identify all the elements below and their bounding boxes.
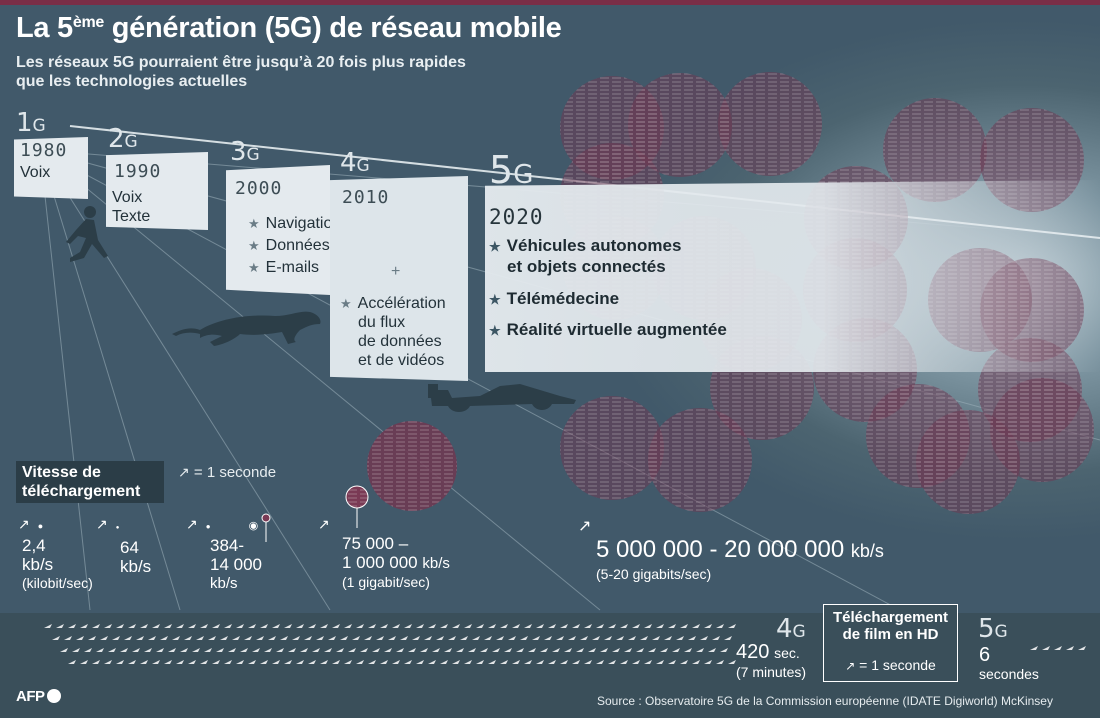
afp-logo: AFP (16, 688, 61, 705)
arrow-icon: ↗ (96, 516, 108, 532)
star-icon: ★ (489, 239, 501, 254)
hd-5g-label: 5G (978, 614, 1008, 644)
gen-4g-label: 4G (340, 148, 370, 178)
arrow-icon: ↗ (318, 516, 330, 532)
cheetah-icon (172, 311, 321, 346)
speed-legend-box: Vitesse de téléchargement (16, 461, 164, 503)
gen-4g-panel: 2010 + ★ Accélération du flux de données … (330, 176, 468, 381)
speed-5g: ↗ 5 000 000 - 20 000 000 kb/s (5-20 giga… (578, 518, 884, 582)
top-accent-bar (0, 0, 1100, 5)
gen-5g-label: 5G (489, 148, 534, 192)
star-icon: ★ (248, 260, 260, 275)
speed-1g: ↗ ● 2,4 kb/s (kilobit/sec) (18, 516, 93, 591)
race-car-icon (428, 384, 576, 412)
star-icon: ★ (489, 323, 501, 338)
gen-2g-label: 2G (108, 124, 138, 154)
star-icon: ★ (489, 292, 501, 307)
star-icon: ★ (248, 238, 260, 253)
speed-4g: ↗ 75 000 – 1 000 000 kb/s (1 gigabit/sec… (318, 516, 450, 590)
hd-legend-box: Téléchargement de film en HD ↗ = 1 secon… (823, 604, 958, 682)
gen-5g-panel: 2020 ★ Véhicules autonomes et objets conn… (485, 180, 1100, 372)
star-icon: ★ (340, 296, 352, 311)
speed-2g: ↗ ● 64 kb/s (96, 516, 152, 576)
arrow-icon: ↗ (186, 516, 198, 532)
star-icon: ★ (248, 216, 260, 231)
hd-4g-label: 4G (776, 614, 806, 644)
gen-3g-label: 3G (230, 137, 260, 167)
speed-legend-note: ↗ = 1 seconde (178, 464, 277, 481)
gen-3g-panel: 2000 (226, 165, 330, 295)
gen-1g-panel: 1980 Voix (14, 137, 88, 199)
source-credit: Source : Observatoire 5G de la Commissio… (597, 694, 1053, 708)
arrow-icon: ↗ (178, 464, 190, 480)
arrow-icon: ↗ (18, 516, 30, 532)
page-title: La 5ème génération (5G) de réseau mobile (16, 12, 562, 44)
arrow-icon: ↗ (845, 659, 856, 673)
hd-5g-time: 6 secondes (979, 644, 1039, 682)
runner-icon (66, 206, 108, 262)
speed-3g: ↗ ● ◉ 384- 14 000 kb/s (186, 516, 262, 592)
arrow-icon: ↗ (578, 518, 592, 535)
gen-1g-label: 1G (16, 108, 46, 138)
page-subtitle: Les réseaux 5G pourraient être jusqu’à 2… (16, 54, 466, 90)
hd-4g-time: 420 sec. (7 minutes) (736, 641, 807, 680)
gen-2g-panel: 1990 Voix Texte (106, 152, 208, 230)
